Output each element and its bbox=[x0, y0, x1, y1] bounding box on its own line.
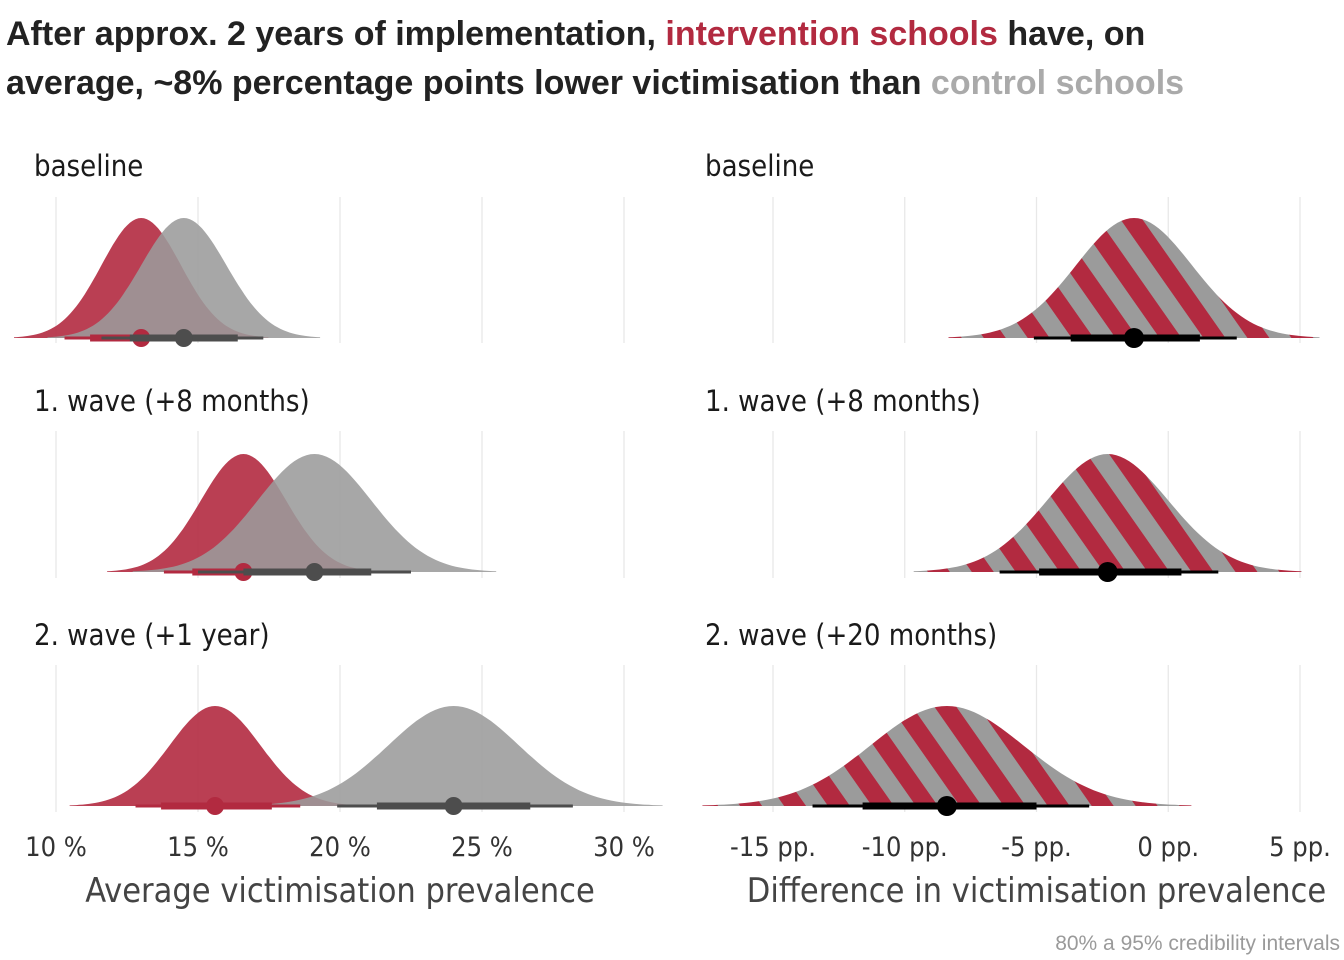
x-axis-title: Difference in victimisation prevalence bbox=[747, 871, 1326, 911]
point-estimate bbox=[444, 797, 463, 815]
control-highlight: control schools bbox=[931, 64, 1184, 102]
x-tick-label: -15 pp. bbox=[730, 832, 816, 863]
point-estimate bbox=[305, 563, 324, 581]
left-plot-average-prevalence: 10 % 15 % 20 % 25 % 30 % Average victimisatio… bbox=[14, 149, 663, 911]
density-intervention bbox=[69, 706, 361, 806]
x-tick-label: 20 % bbox=[309, 832, 371, 863]
density-difference bbox=[913, 454, 1302, 572]
facet-label: 2. wave (+1 year) bbox=[34, 618, 270, 652]
density-difference bbox=[702, 706, 1192, 806]
x-tick-label: -5 pp. bbox=[1001, 832, 1072, 863]
facet-label: baseline bbox=[705, 149, 814, 183]
x-tick-label: 15 % bbox=[167, 832, 229, 863]
x-tick-label: 10 % bbox=[25, 832, 87, 863]
point-estimate bbox=[936, 796, 957, 816]
facet-label: 1. wave (+8 months) bbox=[34, 384, 310, 418]
point-estimate bbox=[1123, 328, 1144, 348]
facet-label: 2. wave (+20 months) bbox=[705, 618, 997, 652]
x-tick-label: 30 % bbox=[593, 832, 655, 863]
density-difference bbox=[948, 218, 1320, 338]
density-control bbox=[244, 706, 663, 806]
facet-label: baseline bbox=[34, 149, 143, 183]
x-tick-label: -10 pp. bbox=[862, 832, 948, 863]
chart-title-line-2: average, ~8% percentage points lower vic… bbox=[6, 64, 1184, 102]
point-estimate bbox=[206, 797, 225, 815]
x-tick-label: 25 % bbox=[451, 832, 513, 863]
density-control bbox=[47, 218, 321, 338]
right-plot-difference: -15 pp. -10 pp. -5 pp. 0 pp. 5 pp. Difference… bbox=[702, 149, 1331, 911]
intervention-highlight: intervention schools bbox=[665, 15, 998, 53]
chart-title-line-1: After approx. 2 years of implementation,… bbox=[6, 15, 1145, 53]
x-tick-label: 5 pp. bbox=[1269, 832, 1331, 863]
caption: 80% a 95% credibility intervals bbox=[1055, 932, 1340, 955]
point-estimate bbox=[174, 329, 193, 347]
facet-label: 1. wave (+8 months) bbox=[705, 384, 981, 418]
x-axis-title: Average victimisation prevalence bbox=[85, 871, 595, 911]
density-control bbox=[132, 454, 497, 572]
x-tick-label: 0 pp. bbox=[1137, 832, 1199, 863]
point-estimate bbox=[1097, 562, 1118, 582]
